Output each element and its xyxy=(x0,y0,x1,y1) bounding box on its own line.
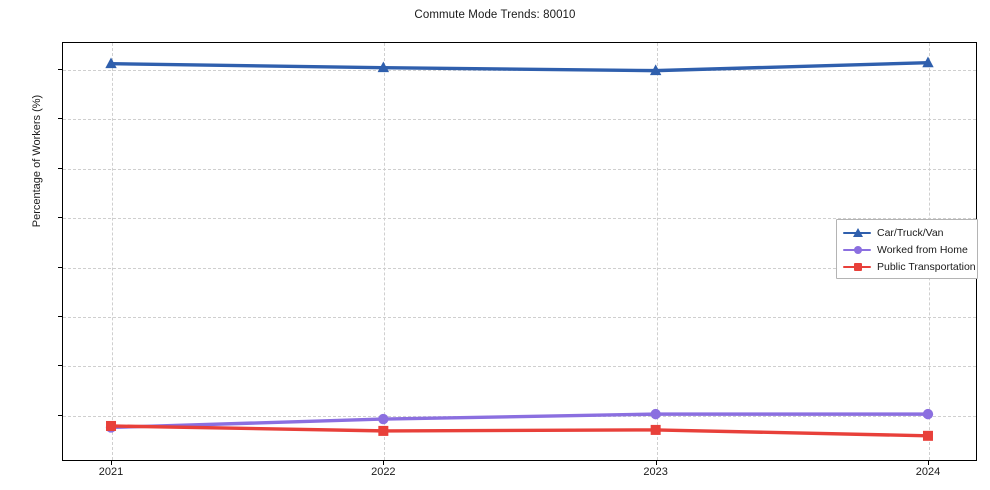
y-tick-mark xyxy=(58,266,62,268)
x-tick-label: 2021 xyxy=(98,466,124,478)
x-tick-label: 2022 xyxy=(371,466,396,478)
legend-item[interactable]: Worked from Home xyxy=(842,241,972,258)
legend-item[interactable]: Public Transportation xyxy=(842,258,976,275)
legend-swatch-square-icon xyxy=(842,259,872,275)
gridline-horizontal xyxy=(63,366,976,368)
y-tick-mark xyxy=(58,167,62,169)
gridline-horizontal xyxy=(63,119,976,121)
gridline-horizontal xyxy=(63,218,976,220)
y-tick-mark xyxy=(58,315,62,317)
y-axis-label: Percentage of Workers (%) xyxy=(31,94,43,228)
x-tick-label: 2023 xyxy=(643,466,668,478)
x-tick-label: 2024 xyxy=(915,466,941,478)
x-tick-mark xyxy=(655,461,657,465)
legend-marker xyxy=(854,262,862,271)
legend-marker xyxy=(854,245,862,254)
gridline-vertical xyxy=(656,43,658,460)
legend-label: Public Transportation xyxy=(877,260,976,273)
x-tick-mark xyxy=(383,461,385,465)
x-tick-mark xyxy=(111,461,113,465)
gridline-horizontal xyxy=(63,415,976,417)
x-tick-mark xyxy=(927,461,929,465)
legend-label: Worked from Home xyxy=(877,243,968,256)
gridline-horizontal xyxy=(63,70,976,72)
gridline-vertical xyxy=(384,43,386,460)
chart-legend: Car/Truck/Van Worked from Home Public Tran… xyxy=(836,219,978,279)
chart-title: Commute Mode Trends: 80010 xyxy=(414,9,576,21)
plot-area xyxy=(62,42,977,461)
y-tick-mark xyxy=(58,365,62,367)
legend-swatch-circle-icon xyxy=(842,242,872,258)
gridline-horizontal xyxy=(63,168,976,170)
y-tick-mark xyxy=(58,69,62,71)
gridline-horizontal xyxy=(63,316,976,318)
legend-item[interactable]: Car/Truck/Van xyxy=(842,224,972,241)
legend-label: Car/Truck/Van xyxy=(877,226,944,239)
legend-marker xyxy=(853,227,863,237)
gridline-horizontal xyxy=(63,267,976,269)
y-tick-mark xyxy=(58,414,62,416)
y-tick-mark xyxy=(58,118,62,120)
y-tick-mark xyxy=(58,217,62,219)
legend-swatch-triangle-icon xyxy=(842,225,872,241)
gridline-vertical xyxy=(112,43,114,460)
